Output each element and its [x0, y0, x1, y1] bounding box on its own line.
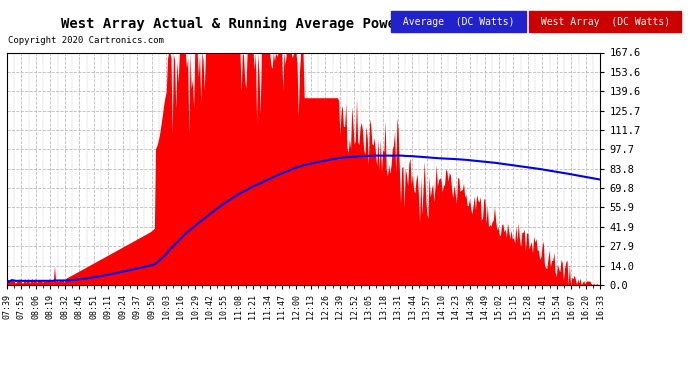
Text: West Array  (DC Watts): West Array (DC Watts) — [535, 17, 676, 27]
Text: West Array Actual & Running Average Power Fri Jan 24 16:36: West Array Actual & Running Average Powe… — [61, 17, 546, 31]
Text: Copyright 2020 Cartronics.com: Copyright 2020 Cartronics.com — [8, 36, 164, 45]
Text: Average  (DC Watts): Average (DC Watts) — [397, 17, 520, 27]
